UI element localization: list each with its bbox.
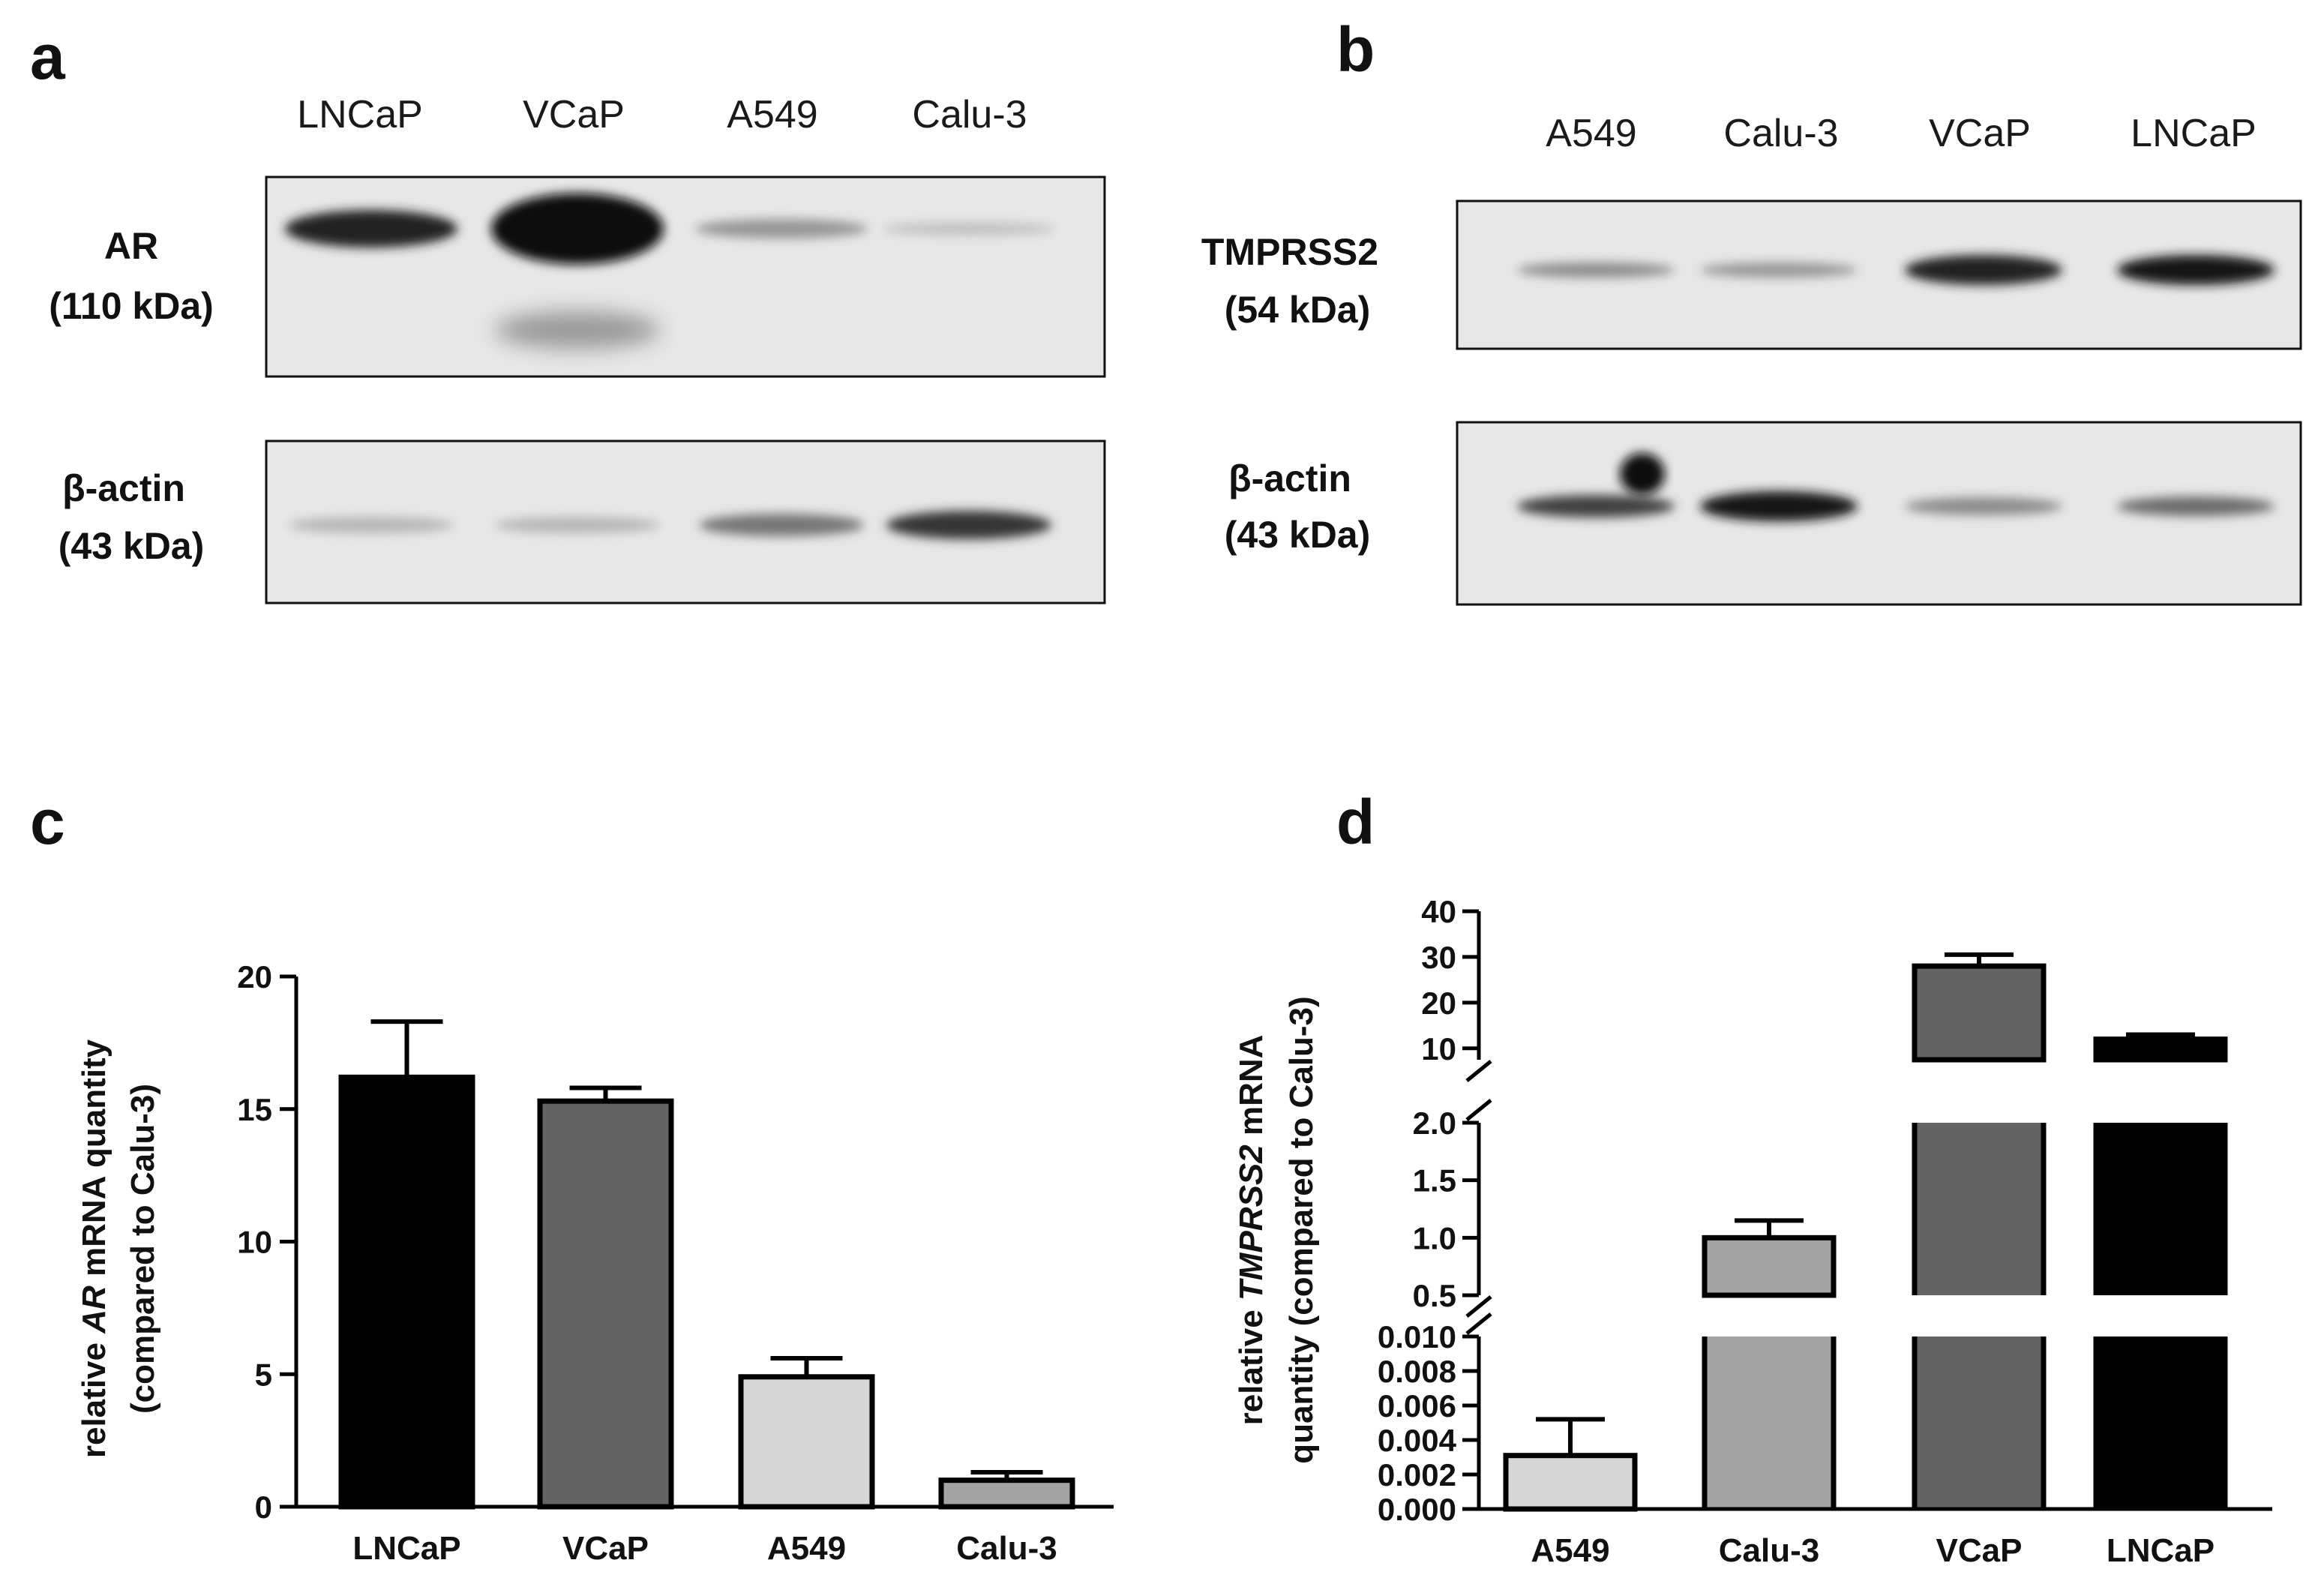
y-tick-label: 10 (1421, 1031, 1456, 1066)
blot-band (1905, 497, 2062, 515)
panel-d-bar-chart: A549 Calu-3 VCaP LNCaP0.0000.0020.0040.0060… (1233, 894, 2272, 1569)
y-tick-label: 30 (1421, 940, 1456, 975)
panel-c-y-axis-label: relative AR mRNA quantity (76, 1039, 112, 1458)
axis-break-mark (1465, 1060, 1492, 1082)
blot-band (1700, 262, 1858, 278)
blot-band (1700, 491, 1858, 521)
panel-a-lane-label: A549 (727, 93, 817, 136)
panel-b-protein-label: TMPRSS2 (1201, 231, 1378, 273)
axis-break-mark (1465, 1295, 1492, 1318)
x-tick-label: Calu-3 (1719, 1532, 1819, 1569)
x-tick-label: A549 (1531, 1532, 1609, 1569)
y-tick-label: 0.5 (1413, 1278, 1456, 1313)
panel-b-western-blot: A549 Calu-3 VCaP LNCaP TMPRSS2 (54 kDa) … (1201, 112, 2302, 606)
x-tick-label: LNCaP (352, 1530, 460, 1567)
bar (938, 1478, 1075, 1510)
blot-band (1517, 262, 1675, 278)
y-tick-label: 0.006 (1378, 1388, 1456, 1424)
panel-d-y-axis-label: relative TMPRSS2 mRNA (1233, 1035, 1270, 1426)
panel-a-protein-size: (110 kDa) (49, 285, 214, 327)
panel-a-lane-label: VCaP (523, 93, 625, 136)
y-tick-label: 20 (237, 959, 272, 994)
bar (738, 1374, 875, 1510)
panel-b-lane-label: VCaP (1929, 112, 2031, 155)
x-tick-label: Calu-3 (956, 1530, 1057, 1567)
y-tick-label: 0.004 (1378, 1423, 1457, 1458)
bar-segment (2098, 1336, 2223, 1509)
blot-band (883, 222, 1055, 236)
bar (537, 1098, 674, 1510)
y-tick-label: 1.5 (1413, 1163, 1456, 1198)
y-tick-label: 0.010 (1378, 1319, 1456, 1354)
panel-b-letter: b (1336, 14, 1375, 85)
blot-band (495, 517, 660, 533)
y-tick-label: 0.002 (1378, 1457, 1456, 1492)
x-tick-label: LNCaP (2107, 1532, 2215, 1569)
x-tick-label: A549 (767, 1530, 846, 1567)
panel-a-letter: a (30, 22, 66, 92)
y-tick-label: 1.0 (1413, 1220, 1456, 1256)
panel-d-letter: d (1336, 787, 1375, 857)
axis-break-mark (1465, 1099, 1492, 1121)
blot-band (2117, 496, 2275, 516)
bar-segment (2098, 1123, 2223, 1295)
y-tick-label: 15 (237, 1092, 272, 1127)
blot-band (1905, 255, 2062, 285)
panel-a-western-blot: LNCaP VCaP A549 Calu-3 AR (110 kDa) β-ac… (49, 93, 1106, 604)
blot-band (695, 219, 868, 238)
bar-segment (1917, 1336, 2041, 1509)
panel-b-lane-label: LNCaP (2131, 112, 2257, 155)
bar-segment (1917, 1123, 2041, 1295)
panel-a-blot-ar (265, 176, 1106, 378)
bar-segment (1503, 1453, 1638, 1512)
y-tick-label: 2.0 (1413, 1106, 1456, 1141)
panel-c-letter: c (30, 787, 65, 857)
bar-segment (2093, 1036, 2228, 1063)
panel-d-y-axis-label-line2: quantity (compared to Calu-3) (1283, 996, 1320, 1463)
blot-band-smear (495, 311, 660, 349)
panel-b-protein-label: β-actin (1228, 458, 1351, 500)
y-tick-label: 10 (237, 1225, 272, 1260)
blot-band-artifact (1620, 453, 1665, 495)
panel-a-lane-label: Calu-3 (912, 93, 1027, 136)
panel-b-lane-label: A549 (1546, 112, 1636, 155)
blot-band (2117, 255, 2275, 285)
bar-segment (1707, 1336, 1831, 1509)
y-tick-label: 20 (1421, 986, 1456, 1021)
panel-a-protein-label: AR (104, 225, 158, 267)
panel-a-protein-label: β-actin (62, 467, 185, 509)
y-tick-label: 0.008 (1378, 1354, 1456, 1389)
panel-b-lane-label: Calu-3 (1723, 112, 1838, 155)
bar (338, 1074, 475, 1510)
panel-a-protein-size: (43 kDa) (58, 525, 205, 567)
blot-band (491, 193, 664, 265)
blot-band (285, 210, 457, 248)
blot-band (289, 517, 454, 533)
bar-segment (1912, 963, 2047, 1063)
axis-break-mark (1465, 1312, 1492, 1335)
x-tick-label: VCaP (1936, 1532, 2023, 1569)
panel-b-protein-size: (54 kDa) (1225, 289, 1371, 331)
bar-segment (1702, 1234, 1837, 1298)
y-tick-label: 5 (255, 1357, 272, 1392)
y-tick-label: 0.000 (1378, 1492, 1456, 1527)
panel-c-bar-chart: LNCaP VCaP A549 Calu-3 0 5 10 15 20 relative AR … (76, 959, 1114, 1567)
blot-band (886, 511, 1051, 539)
panel-b-protein-size: (43 kDa) (1225, 514, 1371, 556)
x-tick-label: VCaP (562, 1530, 649, 1567)
panel-a-lane-label: LNCaP (297, 93, 423, 136)
y-tick-label: 0 (255, 1490, 272, 1525)
y-tick-label: 40 (1421, 894, 1456, 929)
blot-band (1517, 495, 1675, 518)
blot-band (699, 514, 864, 536)
panel-c-y-axis-label-line2: (compared to Calu-3) (124, 1084, 161, 1414)
